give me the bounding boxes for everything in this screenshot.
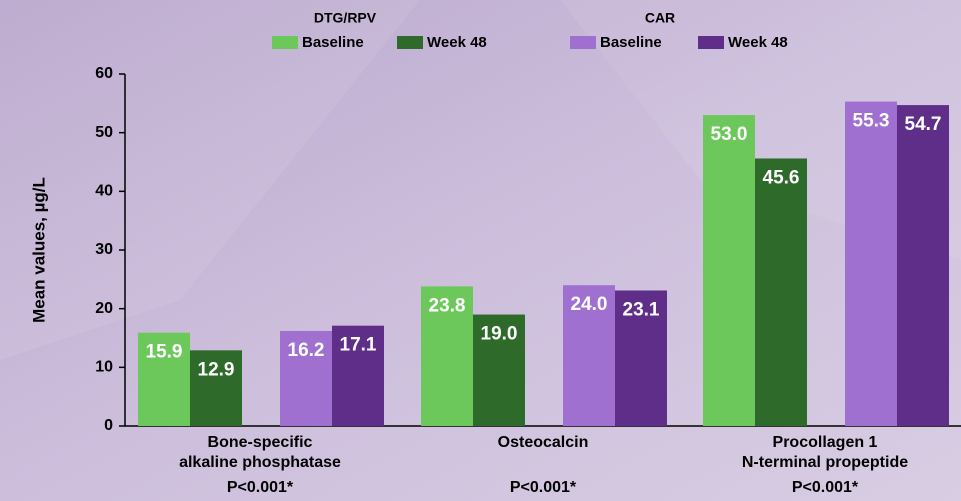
legend-label: Week 48 xyxy=(728,34,788,51)
value-label: 23.1 xyxy=(623,299,660,320)
value-label: 17.1 xyxy=(340,335,377,356)
legend-label: Week 48 xyxy=(427,34,487,51)
bar xyxy=(703,115,755,427)
value-label: 45.6 xyxy=(763,167,800,188)
bar xyxy=(755,158,807,427)
x-tick-label: Osteocalcin xyxy=(498,434,589,451)
y-tick-label: 10 xyxy=(95,359,113,376)
y-axis-label: Mean values, µg/L xyxy=(29,177,48,323)
bar xyxy=(563,285,615,426)
y-tick-label: 20 xyxy=(95,300,113,317)
bar xyxy=(421,286,473,426)
legend-group-title: DTG/RPV xyxy=(314,10,377,26)
value-label: 54.7 xyxy=(905,114,942,135)
legend-swatch xyxy=(698,36,724,49)
annotation: P<0.001* xyxy=(227,479,294,496)
y-tick-label: 30 xyxy=(95,241,113,258)
value-label: 53.0 xyxy=(711,124,748,145)
legend-swatch xyxy=(570,36,596,49)
value-label: 16.2 xyxy=(288,340,325,361)
bar xyxy=(332,325,384,426)
legend-label: Baseline xyxy=(600,34,662,51)
legend-swatch xyxy=(397,36,423,49)
legend-group-title: CAR xyxy=(645,10,675,26)
x-tick-label: N-terminal propeptide xyxy=(742,454,908,471)
y-tick-label: 40 xyxy=(95,183,113,200)
value-label: 55.3 xyxy=(853,111,890,132)
x-tick-label: Procollagen 1 xyxy=(773,434,878,451)
value-label: 24.0 xyxy=(571,294,608,315)
bar xyxy=(845,101,897,426)
x-tick-label: Bone-specific xyxy=(208,434,313,451)
bar xyxy=(897,105,949,427)
bar xyxy=(473,314,525,426)
annotation: P<0.001* xyxy=(510,479,577,496)
x-tick-label: alkaline phosphatase xyxy=(179,454,341,471)
bar xyxy=(138,332,190,426)
background-shape xyxy=(0,0,420,360)
y-tick-label: 50 xyxy=(95,124,113,141)
bar xyxy=(280,330,332,426)
legend-swatch xyxy=(272,36,298,49)
legend-label: Baseline xyxy=(302,34,364,51)
value-label: 19.0 xyxy=(481,324,518,345)
value-label: 15.9 xyxy=(146,342,183,363)
y-tick-label: 60 xyxy=(95,65,113,82)
bar xyxy=(190,350,242,426)
y-tick-label: 0 xyxy=(104,417,113,434)
annotation: P<0.001* xyxy=(792,479,859,496)
value-label: 12.9 xyxy=(198,359,235,380)
bar xyxy=(615,290,667,426)
value-label: 23.8 xyxy=(429,295,466,316)
